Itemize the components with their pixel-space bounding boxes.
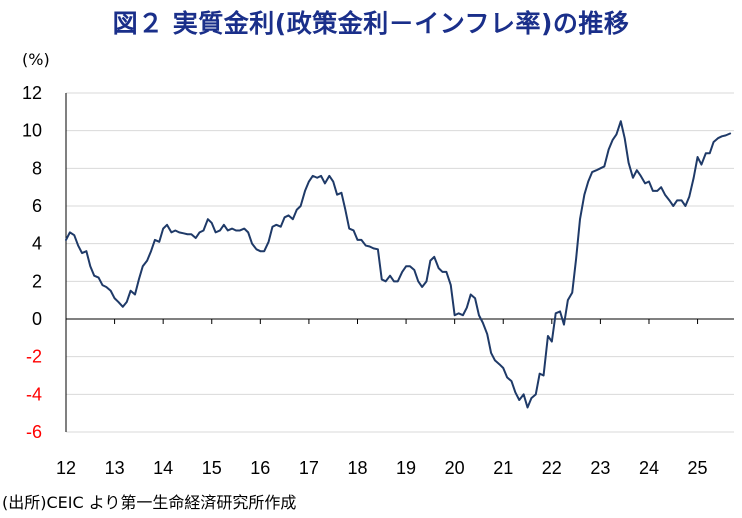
y-axis-unit-label: (%) xyxy=(22,50,50,69)
x-tick-label: 12 xyxy=(56,458,76,478)
y-tick-label: -4 xyxy=(26,384,42,404)
series-layer xyxy=(65,120,732,409)
gridlines xyxy=(66,92,734,433)
y-tick-label: -2 xyxy=(26,347,42,367)
x-tick-label: 25 xyxy=(688,458,708,478)
y-tick-labels: 12 10 8 6 4 2 0 -2 -4 -6 xyxy=(22,83,42,442)
y-tick-label: 12 xyxy=(22,83,42,103)
y-tick-label: 4 xyxy=(32,234,42,254)
x-tick-label: 20 xyxy=(445,458,465,478)
axes xyxy=(65,93,734,432)
y-tick-label: 0 xyxy=(32,309,42,329)
x-tick-label: 16 xyxy=(250,458,270,478)
source-note: (出所)CEIC より第一生命経済研究所作成 xyxy=(2,493,297,512)
x-tick-label: 21 xyxy=(493,458,513,478)
y-tick-label: 10 xyxy=(22,121,42,141)
x-tick-label: 19 xyxy=(396,458,416,478)
y-tick-label: 6 xyxy=(32,196,42,216)
x-tick-label: 22 xyxy=(542,458,562,478)
x-tick-label: 14 xyxy=(153,458,173,478)
x-tick-label: 18 xyxy=(347,458,367,478)
y-tick-label: -6 xyxy=(26,422,42,442)
x-tick-label: 23 xyxy=(590,458,610,478)
real-interest-rate-line xyxy=(65,120,732,409)
x-tick-label: 15 xyxy=(202,458,222,478)
y-tick-label: 2 xyxy=(32,271,42,291)
y-tick-label: 8 xyxy=(32,158,42,178)
x-tick-label: 17 xyxy=(299,458,319,478)
x-tick-label: 24 xyxy=(639,458,659,478)
x-tick-label: 13 xyxy=(105,458,125,478)
chart-title: 図２ 実質金利(政策金利－インフレ率)の推移 xyxy=(112,9,630,38)
x-tick-labels: 12 13 14 15 16 17 18 19 20 21 22 23 24 25 xyxy=(56,458,708,478)
